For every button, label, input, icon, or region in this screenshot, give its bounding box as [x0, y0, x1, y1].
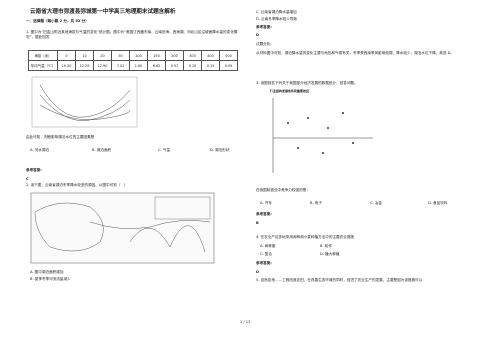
question: 4. 在农业产区多地采用间种和小麦种植方法中的主要农业措施 [256, 235, 355, 239]
table-cell: 150 [147, 50, 166, 61]
table-cell: 7.02 [111, 60, 130, 71]
table-cell: 300 [183, 50, 202, 61]
option: D. 云南冬季降水较少导致 [256, 17, 297, 21]
answer: D [256, 33, 259, 37]
table-cell: 0.20 [183, 60, 202, 71]
table-row: 海拔（米） 0 10 20 50 100 150 200 300 400 500 [28, 50, 238, 61]
figure [31, 76, 138, 128]
table-cell: 100 [129, 50, 148, 61]
answer: C [26, 177, 29, 181]
option: D. 湖泊形状 [210, 148, 230, 152]
table-cell: 20 [93, 50, 112, 61]
question-stem: 由此可知，判断影响湖泊水位的主要因素是 [26, 135, 95, 139]
question: 5. 自然定地……工程改造农田，在改善生态环境的同时，促进了农业生产的发展，主要… [256, 278, 423, 282]
option: B. 夏季冬季河流流量减少 [30, 277, 71, 281]
analysis: 从材料图中可知，湖泊降水量的变化主要与地形和气候有关，冬季受西南季风影响较弱，降… [256, 51, 454, 55]
option: B. 电子 [310, 201, 322, 205]
map [30, 192, 215, 264]
option: B. 轮作 [320, 244, 332, 248]
question: 2. 读下图，云南省湖泊冬季降水较多的原因。从图中可知（ ） [26, 183, 128, 187]
page-number: 1 / 13 [240, 320, 251, 324]
answer-label: 参考答案: [26, 168, 42, 172]
table-cell: 12.29 [75, 60, 94, 71]
option: C. 冶金 [370, 201, 382, 205]
option: D. 播大种植 [320, 252, 340, 256]
table-cell: 0 [57, 50, 76, 61]
table-cell: 50 [111, 50, 130, 61]
option: D. 食品饮料 [428, 201, 448, 205]
table-cell: 400 [201, 50, 220, 61]
question: 1. 图中为“旧金山附近某地海拔与气温的变化”统计图。图中为“美国江西藏东南、云… [26, 30, 238, 39]
table-cell: 200 [165, 50, 184, 61]
table-cell: 10 [75, 50, 94, 61]
option: A. 间种套 [260, 244, 276, 248]
question: 3. 读图回答下列关于我国部分经济发展的数据统计，回答问题。 [256, 81, 358, 85]
option: A. 汽车 [260, 201, 272, 205]
table-cell: 0.15 [201, 60, 220, 71]
analysis-label: 试题分析: [256, 42, 272, 46]
option: B. 湖泊面积 [92, 148, 112, 152]
table-cell: 0.57 [165, 60, 184, 71]
table-cell: 19.30 [57, 60, 76, 71]
figure [272, 98, 373, 173]
title: 云南省大理市弥渡县弥城第一中学高三地理期末试题含解析 [30, 9, 176, 15]
data-table: 海拔（米） 0 10 20 50 100 150 200 300 400 500 年均气温（℃） 19.… [28, 50, 238, 71]
table-cell: 海拔（米） [28, 50, 58, 61]
table-row: 年均气温（℃） 19.30 12.29 12.90 7.02 1.60 6.62 0.57 0.… [28, 60, 238, 71]
option: C. 气温 [158, 148, 170, 152]
answer-label: 参考答案: [256, 261, 272, 265]
option: C. 云南省湖泊降水量增加 [256, 10, 297, 14]
table-cell: 12.90 [93, 60, 112, 71]
option: A. 河水湖泊 [30, 148, 50, 152]
table-cell: 500 [219, 50, 238, 61]
option: C. 复合 [260, 252, 272, 256]
section: 一、选择题（每小题 2 分，共 52 分） [26, 19, 89, 23]
answer-label: 参考答案: [256, 25, 272, 29]
table-cell: 0.09 [219, 60, 238, 71]
table-cell: 年均气温（℃） [28, 60, 58, 71]
chart-title: 行业结构发展条件和集聚效应 [270, 89, 310, 93]
answer-label: 参考答案: [256, 212, 272, 216]
table-cell: 6.62 [147, 60, 166, 71]
question-stem: 在我国制造业中竞争力较强的是： [256, 188, 310, 192]
answer: D [256, 270, 259, 274]
table-cell: 1.60 [129, 60, 148, 71]
option: A. 图中湖泊面积增加 [30, 270, 64, 274]
answer: B [256, 221, 259, 225]
